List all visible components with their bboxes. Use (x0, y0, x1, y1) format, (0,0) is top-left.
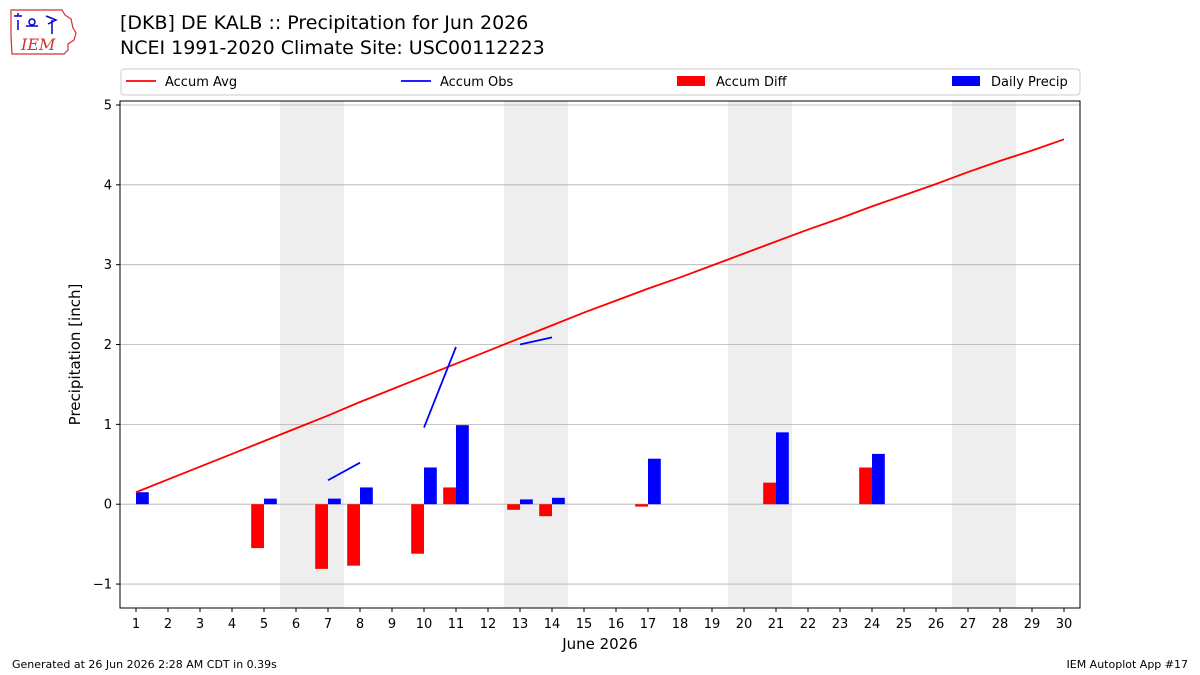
x-tick-label: 20 (736, 617, 753, 632)
x-tick-label: 27 (960, 617, 977, 632)
x-tick-label: 29 (1024, 617, 1041, 632)
daily-precip-bar (136, 492, 149, 505)
accum-diff-bar (507, 504, 520, 510)
y-tick-label: 3 (104, 258, 112, 273)
x-tick-label: 25 (896, 617, 913, 632)
x-tick-label: 15 (576, 617, 593, 632)
x-tick-label: 12 (480, 617, 497, 632)
x-tick-label: 8 (356, 617, 364, 632)
accum-avg-series (135, 138, 1065, 494)
y-axis-label: Precipitation [inch] (66, 284, 84, 426)
logo-text: IEM (20, 35, 56, 54)
chart-subtitle: NCEI 1991-2020 Climate Site: USC00112223 (120, 37, 545, 59)
x-tick-label: 5 (260, 617, 268, 632)
legend-swatch (952, 76, 980, 86)
accum-diff-bars (251, 467, 872, 569)
daily-precip-bar (264, 498, 277, 505)
accum-obs-segment (327, 461, 361, 482)
x-tick-label: 9 (388, 617, 396, 632)
y-tick-label: 1 (104, 418, 112, 433)
y-tick-label: 0 (104, 498, 112, 513)
x-tick-label: 19 (704, 617, 721, 632)
daily-precip-bar (776, 432, 789, 505)
daily-precip-bar (360, 487, 373, 505)
x-tick-label: 11 (448, 617, 465, 632)
x-tick-label: 22 (800, 617, 817, 632)
legend-label: Accum Avg (165, 75, 237, 90)
daily-precip-bar (456, 425, 469, 505)
accum-diff-bar (411, 504, 424, 554)
x-tick-label: 26 (928, 617, 945, 632)
x-tick-label: 3 (196, 617, 204, 632)
weekend-bands (280, 101, 1016, 608)
daily-precip-bar (520, 499, 533, 505)
x-tick-label: 4 (228, 617, 236, 632)
accum-avg-line (135, 138, 1065, 494)
x-axis-ticks: 1 2 3 4 5 6 7 8 9 10 11 12 13 14 15 16 17 18 19 20 21 22 23 24 2… (132, 608, 1072, 632)
y-tick-label: −1 (93, 578, 112, 593)
x-tick-label: 24 (864, 617, 881, 632)
x-tick-label: 18 (672, 617, 689, 632)
y-tick-label: 2 (104, 338, 112, 353)
daily-precip-bar (424, 467, 437, 505)
legend-label: Daily Precip (991, 75, 1068, 90)
x-tick-label: 23 (832, 617, 849, 632)
x-tick-label: 7 (324, 617, 332, 632)
legend-box (120, 68, 1081, 96)
accum-diff-bar (635, 504, 648, 507)
x-tick-label: 10 (416, 617, 433, 632)
legend-label: Accum Diff (716, 75, 788, 90)
x-tick-label: 30 (1056, 617, 1073, 632)
accum-diff-bar (763, 482, 776, 505)
accum-obs-segment (519, 336, 553, 346)
footer-generated: Generated at 26 Jun 2026 2:28 AM CDT in … (12, 658, 277, 671)
accum-diff-bar (539, 504, 552, 517)
accum-diff-bar (347, 504, 360, 566)
legend-swatch (677, 76, 705, 86)
x-tick-label: 2 (164, 617, 172, 632)
y-tick-label: 4 (104, 178, 112, 193)
y-axis-ticks: −1 0 1 2 3 4 5 (93, 98, 120, 593)
accum-diff-bar (859, 467, 872, 505)
iem-logo: IEM (10, 9, 77, 55)
accum-obs-segment (423, 346, 457, 428)
x-tick-label: 6 (292, 617, 300, 632)
daily-precip-bar (328, 498, 341, 505)
grid-lines (120, 104, 1080, 585)
daily-precip-bar (648, 458, 661, 505)
weekend-band (952, 101, 1016, 608)
accum-obs-lines (327, 336, 553, 482)
x-tick-label: 16 (608, 617, 625, 632)
weekend-band (504, 101, 568, 608)
daily-precip-bars (136, 425, 885, 505)
accum-diff-bar (443, 487, 456, 505)
daily-precip-bar (872, 453, 885, 505)
legend: Accum Avg Accum Obs Accum Diff Daily Precip (120, 68, 1081, 96)
x-tick-label: 17 (640, 617, 657, 632)
x-tick-label: 13 (512, 617, 529, 632)
x-tick-label: 1 (132, 617, 140, 632)
y-tick-label: 5 (104, 98, 112, 113)
footer-app: IEM Autoplot App #17 (1066, 658, 1189, 671)
plot-frame (119, 100, 1081, 609)
x-tick-label: 14 (544, 617, 561, 632)
weekend-band (280, 101, 344, 608)
daily-precip-bar (552, 497, 565, 505)
accum-diff-bar (251, 504, 264, 549)
legend-label: Accum Obs (440, 75, 513, 90)
accum-diff-bar (315, 504, 328, 569)
x-tick-label: 21 (768, 617, 785, 632)
x-axis-label: June 2026 (561, 635, 638, 653)
chart-title: [DKB] DE KALB :: Precipitation for Jun 2… (120, 12, 529, 34)
weekend-band (728, 101, 792, 608)
x-tick-label: 28 (992, 617, 1009, 632)
